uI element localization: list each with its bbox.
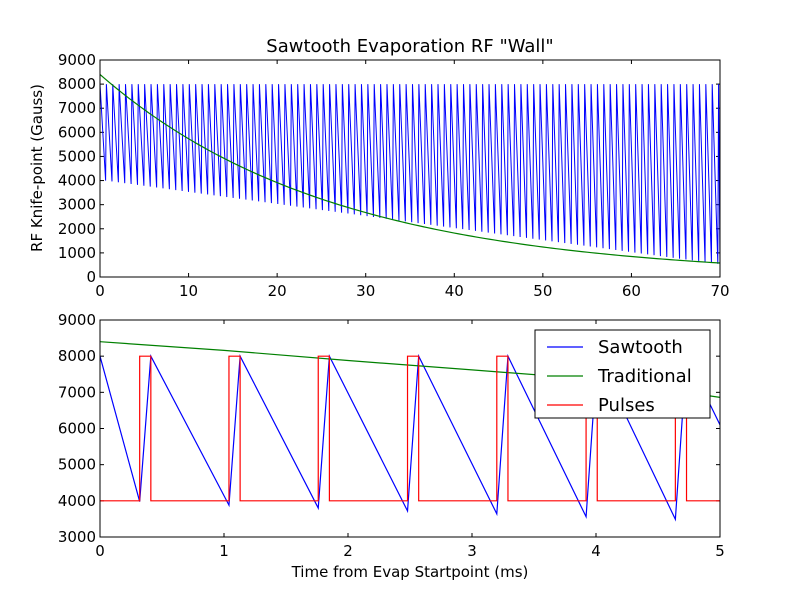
y-tick-label: 0 (86, 268, 96, 286)
y-tick-label: 4000 (58, 172, 96, 190)
y-tick-label: 8000 (58, 75, 96, 93)
x-tick-label: 5 (715, 542, 725, 560)
y-tick-label: 6000 (58, 123, 96, 141)
y-tick-label: 1000 (58, 244, 96, 262)
legend: Sawtooth Traditional Pulses (534, 329, 711, 419)
x-tick-label: 50 (533, 282, 552, 300)
series-pulses-line (100, 355, 720, 502)
y-tick-label: 4000 (58, 492, 96, 510)
series-traditional-line (100, 74, 720, 264)
x-tick-label: 3 (467, 542, 477, 560)
x-tick-label: 2 (343, 542, 353, 560)
top-plot-area (100, 74, 720, 265)
y-tick-label: 2000 (58, 220, 96, 238)
y-tick-label: 5000 (58, 456, 96, 474)
x-tick-label: 0 (95, 282, 105, 300)
legend-box (534, 329, 711, 419)
y-tick-label: 7000 (58, 99, 96, 117)
bottom-panel: Time from Evap Startpoint (ms) 0 1 2 3 4 5 300… (58, 311, 725, 581)
series-sawtooth-line (100, 353, 720, 522)
plot-frame (99, 319, 721, 538)
top-panel: Sawtooth Evaporation RF "Wall" RF Knife-… (28, 36, 730, 300)
x-tick-label: 10 (179, 282, 198, 300)
series-sawtooth-line (100, 84, 720, 265)
y-tick-label: 6000 (58, 420, 96, 438)
x-tick-label: 30 (356, 282, 375, 300)
legend-label: Sawtooth (598, 337, 683, 358)
x-tick-label: 70 (710, 282, 729, 300)
x-axis-label: Time from Evap Startpoint (ms) (291, 563, 529, 581)
x-tick-label: 20 (268, 282, 287, 300)
y-tick-label: 3000 (58, 196, 96, 214)
x-tick-label: 4 (591, 542, 601, 560)
legend-label: Pulses (598, 395, 655, 416)
y-tick-label: 7000 (58, 383, 96, 401)
plot-frame (99, 59, 721, 278)
y-tick-label: 9000 (58, 311, 96, 329)
y-tick-label: 5000 (58, 147, 96, 165)
x-tick-label: 1 (219, 542, 229, 560)
chart-title: Sawtooth Evaporation RF "Wall" (266, 36, 553, 57)
y-tick-label: 9000 (58, 51, 96, 69)
y-tick-label: 8000 (58, 347, 96, 365)
y-axis-label: RF Knife-point (Gauss) (28, 84, 46, 252)
x-tick-label: 60 (622, 282, 641, 300)
y-tick-label: 3000 (58, 528, 96, 546)
legend-label: Traditional (597, 366, 692, 387)
x-tick-label: 0 (95, 542, 105, 560)
x-tick-label: 40 (445, 282, 464, 300)
